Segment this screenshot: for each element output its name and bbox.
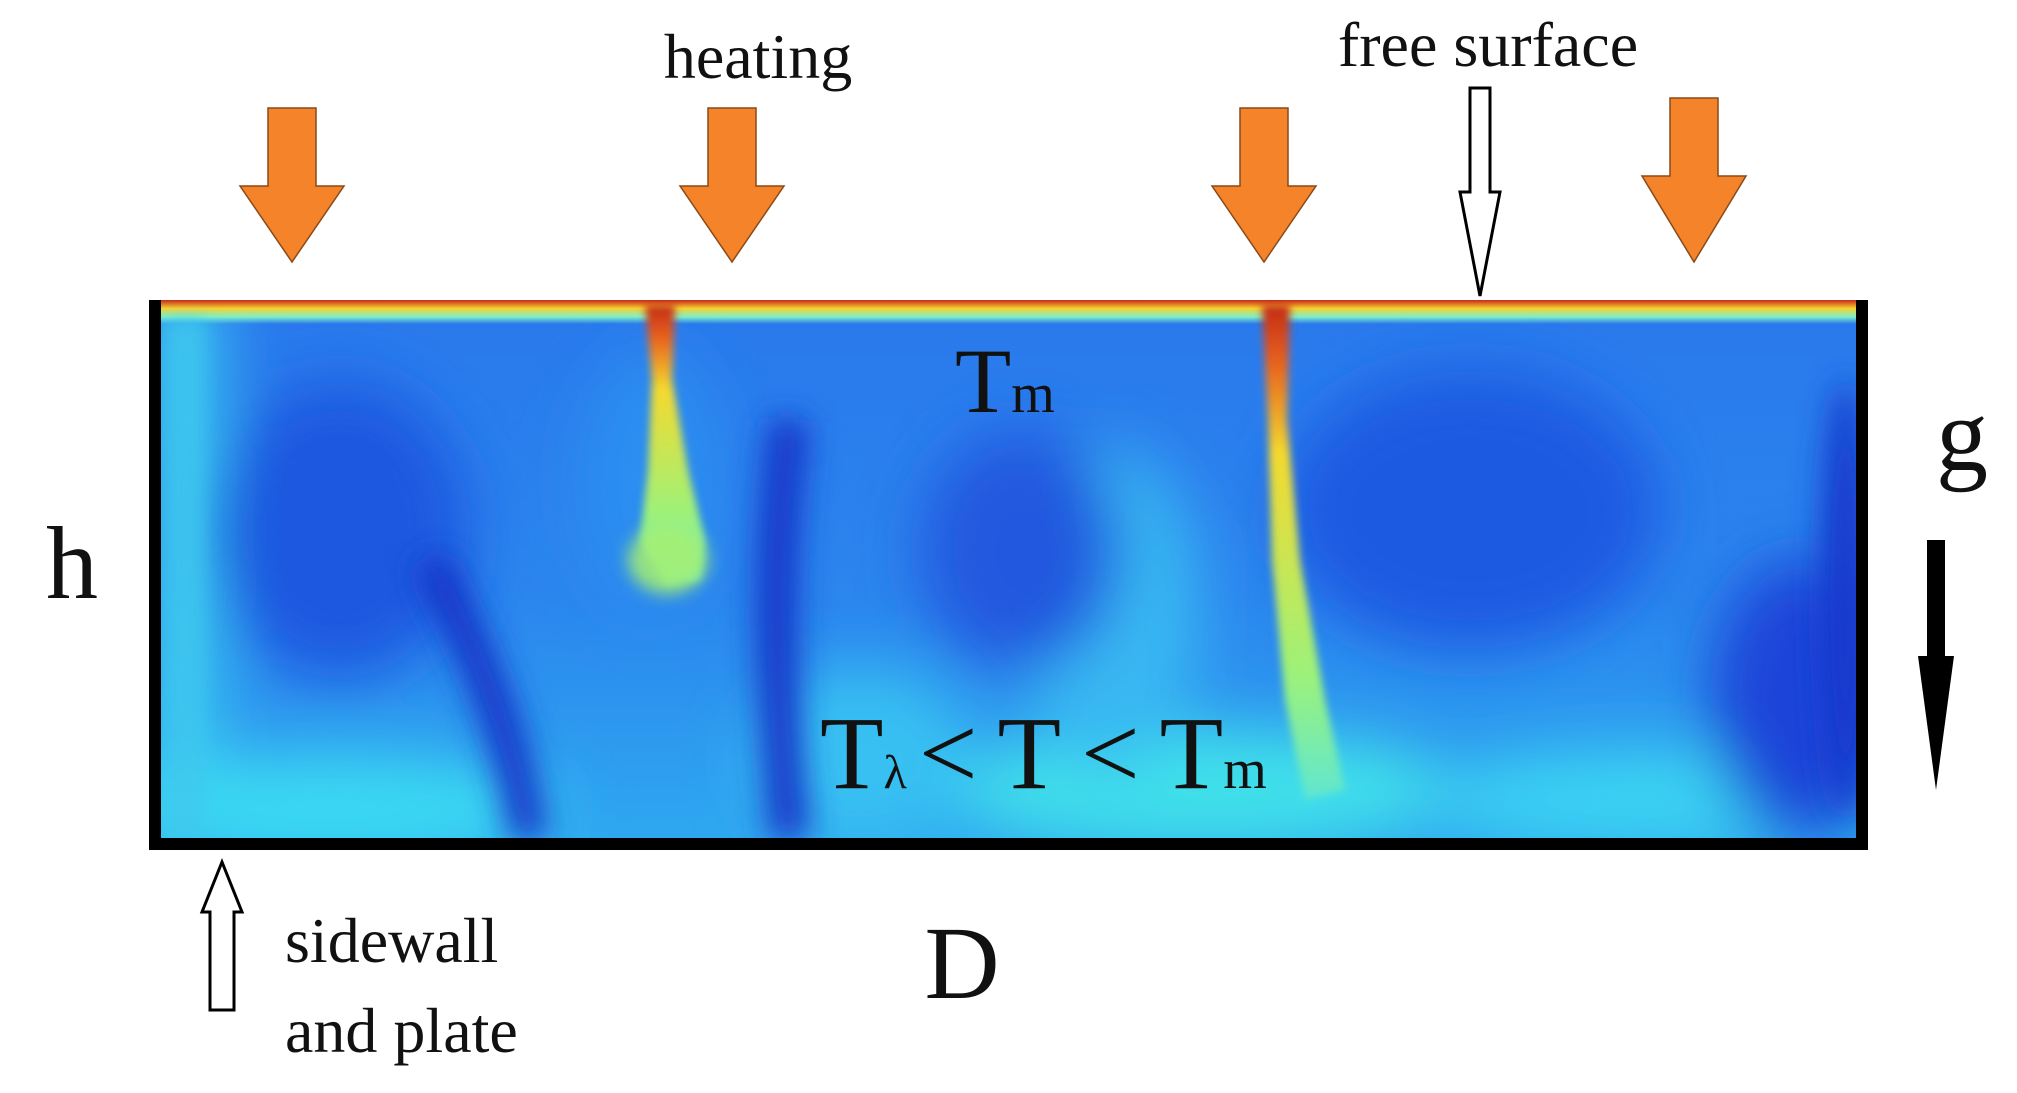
free-surface-label: free surface: [1338, 9, 1638, 80]
t-m-label: Tm: [955, 330, 1055, 432]
container-walls: [149, 300, 1868, 850]
heating-arrow-3-icon: [1210, 107, 1318, 264]
heating-arrows: [238, 97, 1748, 264]
sidewall-label-line1: sidewall: [285, 905, 498, 976]
temperature-inequality: Tλ < T < Tm: [820, 696, 1267, 811]
d-label: D: [924, 906, 999, 1021]
heating-arrow-1-icon: [238, 107, 346, 264]
gravity-arrow-icon: [1918, 540, 1954, 790]
sidewall-pointer-icon: [199, 857, 245, 1012]
temperature-field: [155, 300, 1863, 842]
heating-label: heating: [664, 21, 852, 92]
free-surface-pointer-icon: [1458, 86, 1502, 297]
h-label: h: [46, 506, 98, 621]
heating-arrow-4-icon: [1640, 97, 1748, 264]
heating-arrow-2-icon: [678, 107, 786, 264]
sidewall-label-line2: and plate: [285, 995, 518, 1066]
g-label: g: [1936, 378, 1988, 493]
sidewall-label: sidewall and plate: [285, 905, 518, 1066]
